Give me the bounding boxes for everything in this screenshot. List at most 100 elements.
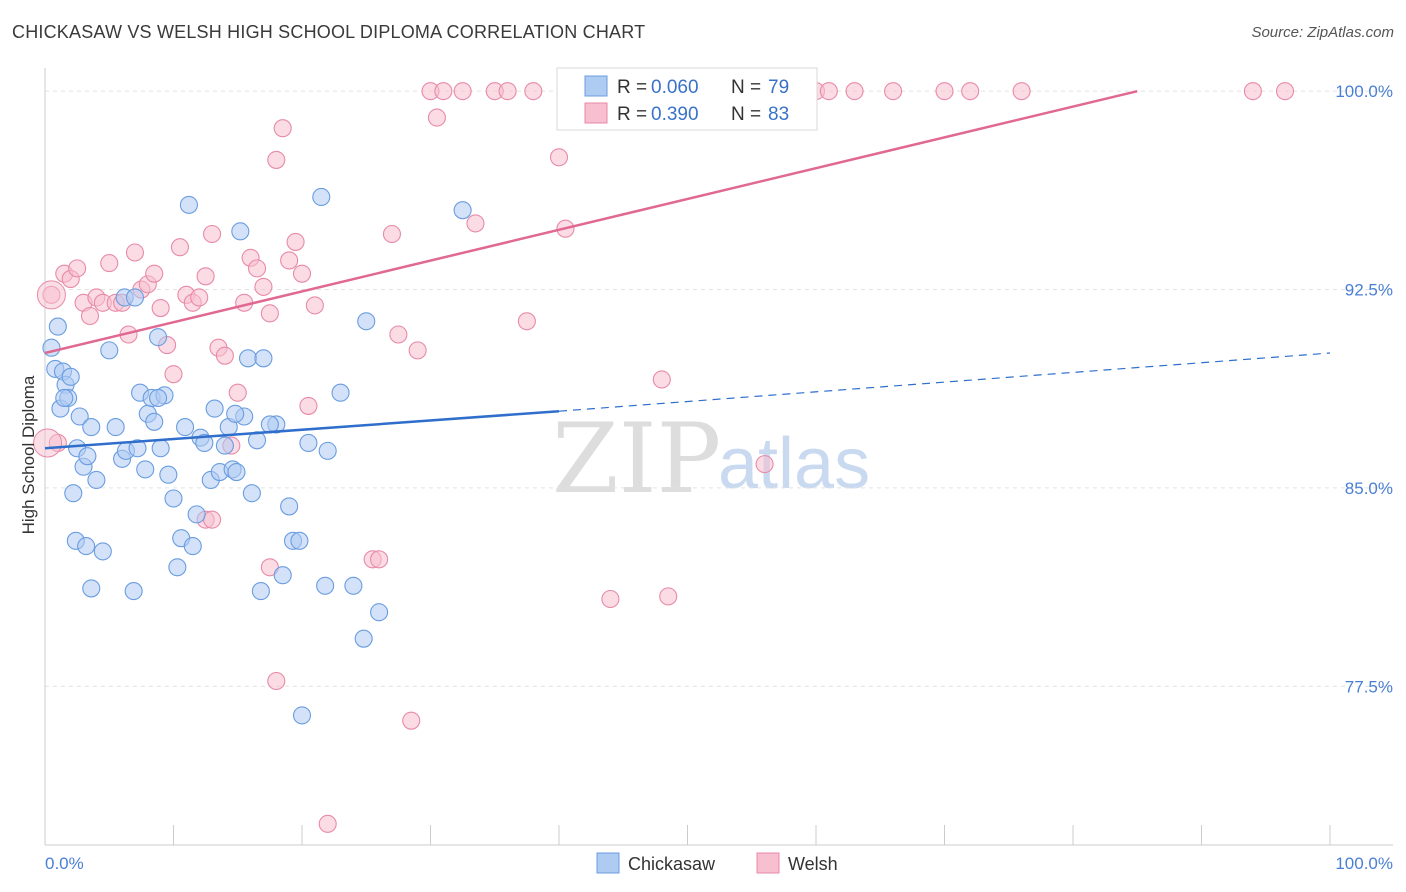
welsh-point — [267, 150, 286, 169]
welsh-point — [1275, 82, 1295, 101]
chickasaw-point — [64, 484, 83, 503]
welsh-point — [164, 365, 183, 384]
chickasaw-point — [128, 439, 147, 458]
chickasaw-point — [168, 558, 187, 577]
chickasaw-point — [280, 497, 299, 516]
correlation-legend: R = 0.060 N = 79 R = 0.390 N = 83 — [556, 67, 818, 131]
welsh-point — [68, 259, 87, 278]
bottom-legend-label-welsh: Welsh — [788, 854, 838, 874]
chickasaw-point — [179, 195, 198, 214]
legend-r-value-chickasaw: 0.060 — [651, 77, 699, 98]
chickasaw-point — [251, 582, 270, 601]
chickasaw-point — [151, 439, 170, 458]
bottom-legend-label-chickasaw: Chickasaw — [628, 854, 716, 874]
source-credit: Source: ZipAtlas.com — [1251, 24, 1394, 41]
chickasaw-point — [226, 404, 245, 423]
chickasaw-point — [61, 367, 80, 386]
welsh-point — [292, 264, 312, 283]
chickasaw-point — [106, 418, 125, 437]
chickasaw-point — [453, 201, 472, 220]
chickasaw-point — [149, 328, 168, 347]
legend-swatch-welsh — [584, 102, 608, 124]
welsh-point — [280, 251, 299, 270]
welsh-point-large — [33, 428, 63, 458]
welsh-point — [125, 243, 144, 262]
welsh-point — [190, 288, 209, 307]
welsh-point — [517, 312, 536, 331]
chickasaw-point — [318, 441, 337, 460]
welsh-point — [884, 82, 903, 101]
chickasaw-point — [82, 579, 101, 598]
chickasaw-point — [357, 312, 376, 331]
welsh-point — [203, 224, 222, 244]
welsh-point — [549, 148, 569, 167]
bottom-legend-swatch-welsh — [756, 852, 780, 874]
y-tick-label: 85.0% — [1345, 479, 1393, 498]
chickasaw-point — [55, 388, 74, 408]
legend-n-label-welsh: N = — [731, 104, 761, 125]
chickasaw-point — [344, 576, 363, 595]
grid-lines — [45, 90, 1392, 687]
chickasaw-point — [354, 629, 373, 648]
welsh-point — [215, 346, 234, 365]
legend-swatch-chickasaw — [584, 75, 608, 97]
chickasaw-point — [316, 576, 335, 595]
y-tick-label: 100.0% — [1335, 82, 1393, 101]
welsh-point — [845, 82, 864, 101]
chickasaw-point — [187, 505, 206, 524]
watermark-atlas: atlas — [718, 424, 870, 504]
x-tick-label-min: 0.0% — [45, 854, 84, 873]
chickasaw-point — [159, 465, 178, 484]
chickasaw-trend-line — [44, 409, 560, 450]
welsh-point — [402, 711, 421, 730]
chickasaw-point — [100, 341, 119, 360]
welsh-point — [100, 254, 119, 273]
chickasaw-point — [125, 288, 144, 307]
welsh-point — [228, 383, 247, 402]
welsh-point — [819, 82, 838, 101]
chickasaw-point — [183, 537, 202, 556]
welsh-points — [33, 82, 1295, 833]
welsh-point — [466, 214, 485, 233]
legend-r-label-chickasaw: R = — [617, 77, 647, 98]
chickasaw-point — [312, 187, 331, 207]
chart-title: CHICKASAW VS WELSH HIGH SCHOOL DIPLOMA C… — [12, 22, 646, 42]
welsh-point — [286, 232, 305, 251]
welsh-point — [170, 238, 189, 257]
welsh-point — [267, 671, 286, 691]
chickasaw-point — [70, 407, 89, 426]
y-tick-label: 92.5% — [1345, 281, 1393, 300]
chickasaw-point — [227, 462, 246, 482]
chickasaw-point — [145, 412, 164, 431]
chickasaw-point — [149, 388, 168, 408]
welsh-point — [247, 259, 267, 278]
chickasaw-point — [93, 542, 112, 561]
chickasaw-trend-extension — [558, 352, 1331, 412]
welsh-trend-line — [44, 89, 1138, 355]
welsh-point — [196, 267, 215, 286]
welsh-point — [299, 396, 318, 415]
chickasaw-point — [82, 418, 101, 437]
welsh-point — [370, 550, 389, 569]
legend-r-label-welsh: R = — [617, 104, 647, 125]
welsh-point — [305, 296, 324, 315]
welsh-point — [427, 108, 446, 127]
chickasaw-point — [370, 603, 389, 622]
welsh-point — [524, 82, 543, 101]
chickasaw-point — [215, 436, 234, 455]
trend-lines — [44, 89, 1331, 450]
welsh-point-large — [36, 280, 66, 310]
legend-n-label-chickasaw: N = — [731, 77, 761, 98]
welsh-point — [80, 306, 100, 326]
bottom-legend-swatch-chickasaw — [596, 852, 620, 874]
legend-n-value-chickasaw: 79 — [768, 77, 789, 98]
y-tick-label: 77.5% — [1345, 677, 1393, 696]
chickasaw-point — [292, 706, 312, 725]
welsh-point — [203, 510, 222, 529]
welsh-point — [1243, 82, 1262, 101]
welsh-point — [498, 82, 517, 101]
chickasaw-point — [87, 470, 106, 490]
welsh-point — [382, 224, 402, 244]
welsh-point — [601, 589, 620, 609]
welsh-point — [434, 82, 453, 101]
